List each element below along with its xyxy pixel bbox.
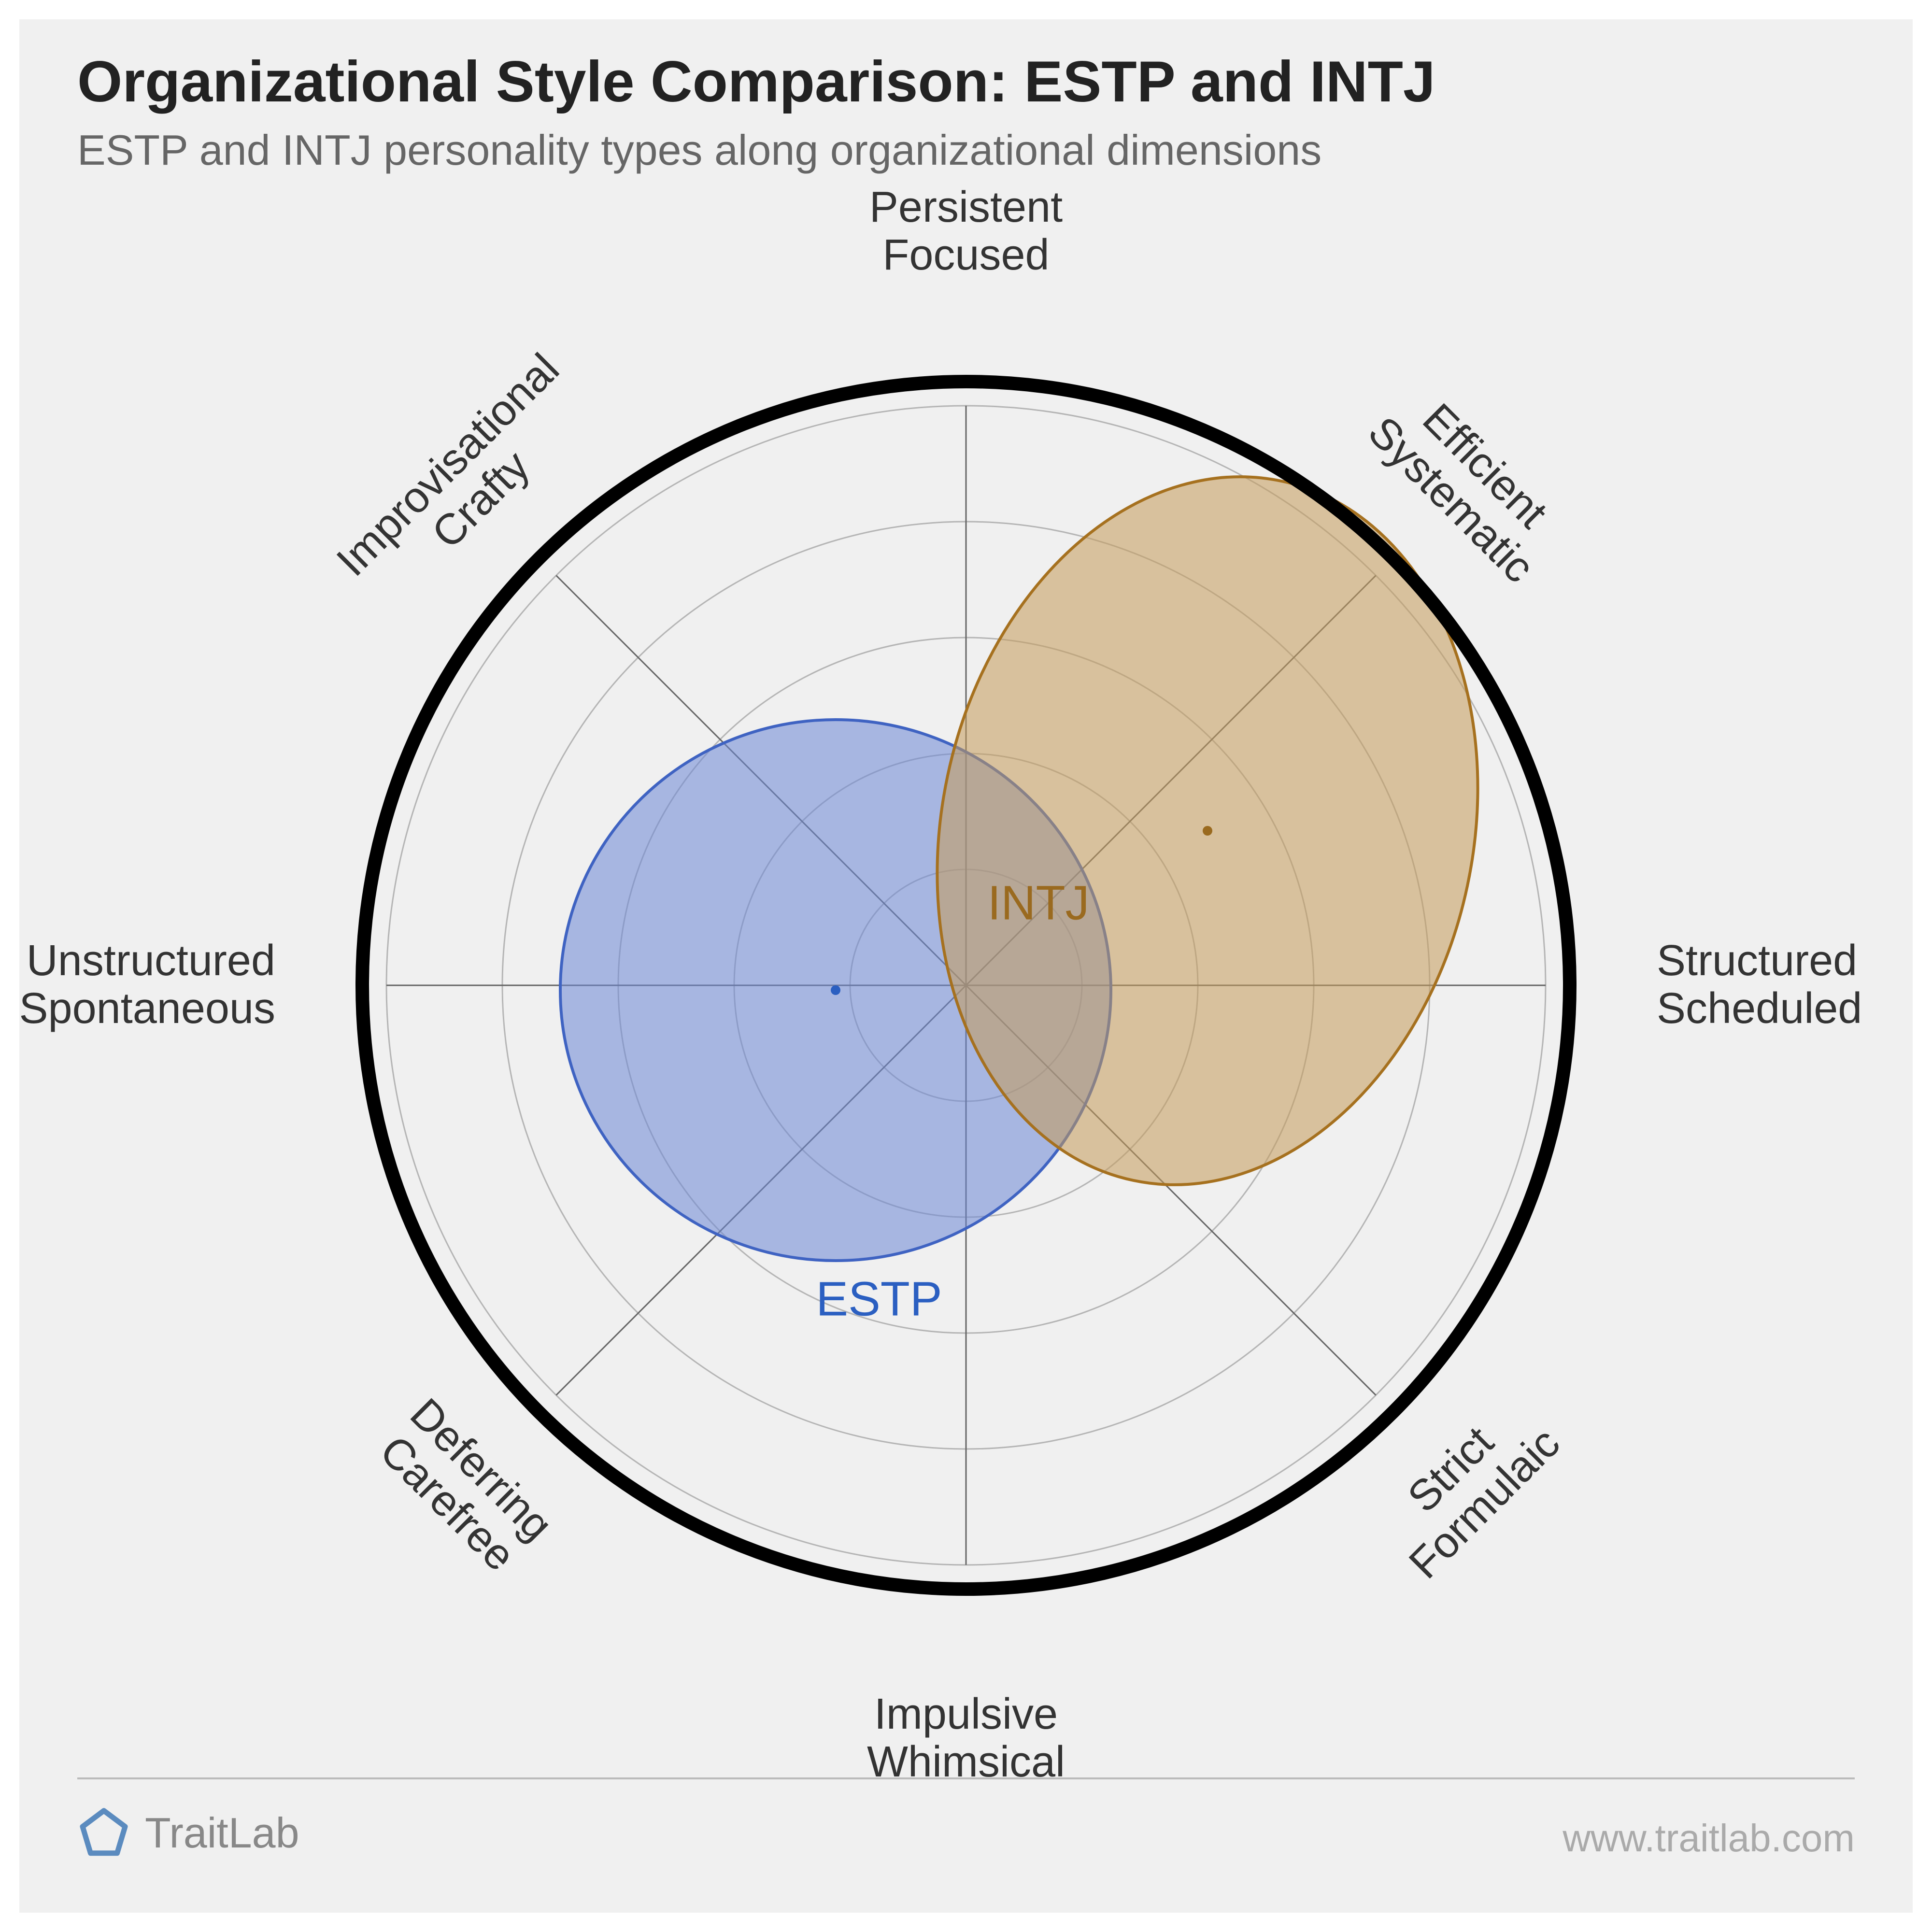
footer-brand-text: TraitLab [145, 1808, 299, 1858]
chart-subtitle: ESTP and INTJ personality types along or… [77, 126, 1321, 175]
chart-area: Persistent FocusedEfficient SystematicSt… [19, 203, 1913, 1748]
label-layer: Persistent FocusedEfficient SystematicSt… [19, 203, 1913, 1748]
traitlab-logo-icon [77, 1806, 130, 1860]
axis-label: Impulsive Whimsical [821, 1690, 1111, 1786]
chart-title: Organizational Style Comparison: ESTP an… [77, 48, 1435, 115]
axis-label: Efficient Systematic [1332, 346, 1604, 619]
series-label-intj: INTJ [987, 876, 1089, 931]
axis-label: Persistent Focused [821, 184, 1111, 279]
footer-brand: TraitLab [77, 1806, 299, 1860]
axis-label: Deferring Carefree [327, 1350, 600, 1623]
axis-label: Unstructured Spontaneous [0, 937, 275, 1033]
chart-panel: Organizational Style Comparison: ESTP an… [19, 19, 1913, 1913]
axis-label: Strict Formulaic [1332, 1350, 1604, 1623]
footer-url: www.traitlab.com [1563, 1816, 1855, 1861]
series-label-estp: ESTP [816, 1272, 942, 1327]
axis-label: Improvisational Crafty [327, 346, 600, 619]
footer-divider [77, 1777, 1855, 1779]
axis-label: Structured Scheduled [1657, 937, 1932, 1033]
